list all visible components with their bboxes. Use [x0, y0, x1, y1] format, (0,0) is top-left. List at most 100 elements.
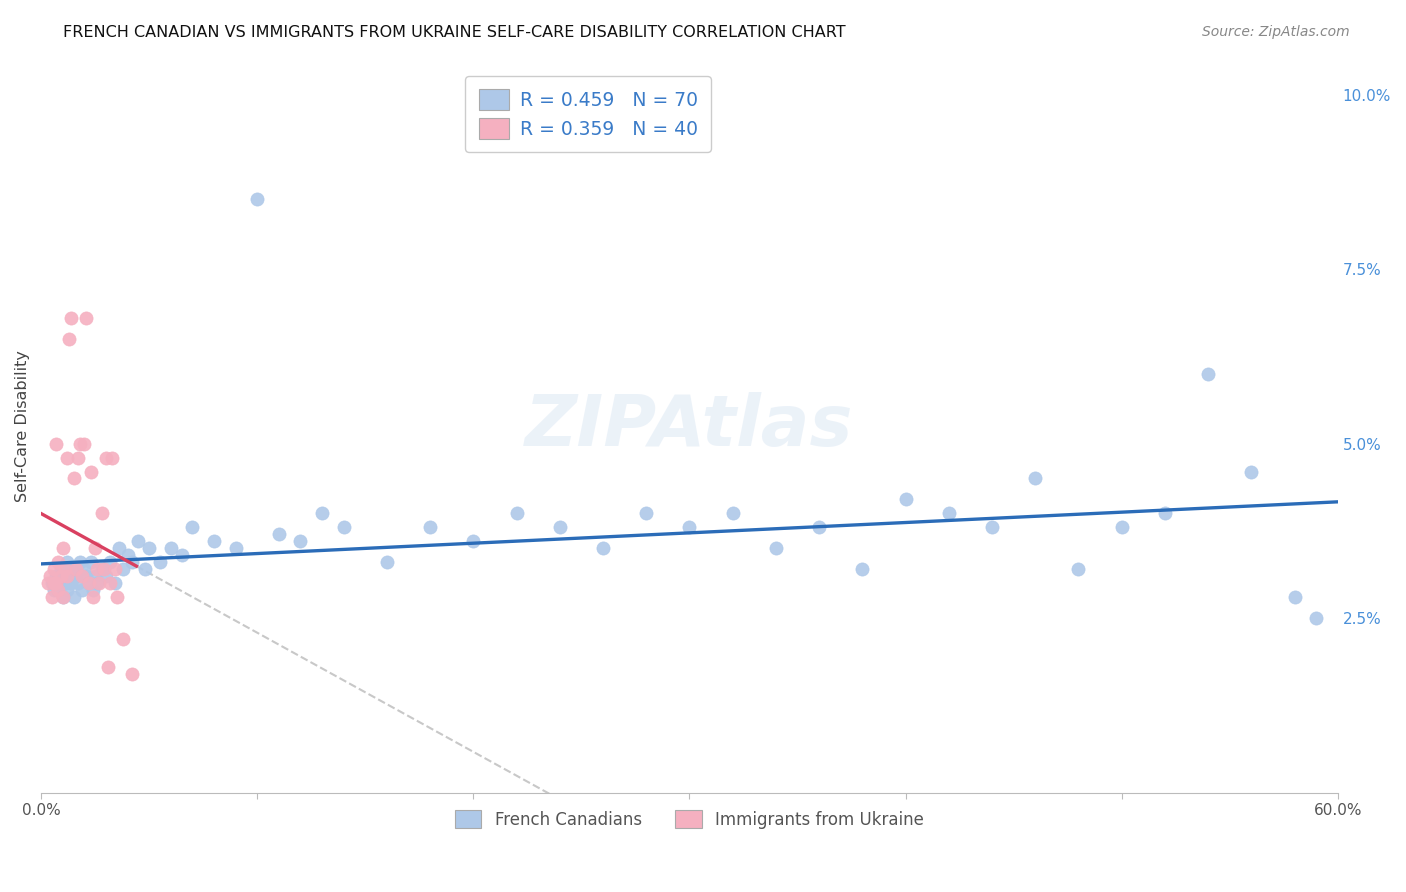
Text: Source: ZipAtlas.com: Source: ZipAtlas.com — [1202, 25, 1350, 39]
Point — [121, 667, 143, 681]
Point — [375, 555, 398, 569]
Point — [41, 590, 63, 604]
Point — [103, 576, 125, 591]
Point — [138, 541, 160, 556]
Point — [84, 569, 107, 583]
Point — [69, 436, 91, 450]
Point — [311, 507, 333, 521]
Point — [70, 583, 93, 598]
Point — [1240, 465, 1263, 479]
Point — [62, 590, 84, 604]
Point — [38, 569, 60, 583]
Point — [94, 569, 117, 583]
Point — [56, 555, 79, 569]
Point — [52, 569, 75, 583]
Point — [49, 569, 72, 583]
Point — [89, 576, 111, 591]
Point — [80, 555, 103, 569]
Point — [419, 520, 441, 534]
Point — [246, 192, 269, 206]
Point — [42, 576, 65, 591]
Point — [56, 569, 79, 583]
Point — [62, 562, 84, 576]
Point — [105, 590, 128, 604]
Point — [76, 310, 98, 325]
Point — [70, 569, 93, 583]
Point — [505, 507, 527, 521]
Point — [678, 520, 700, 534]
Point — [90, 562, 112, 576]
Point — [97, 660, 120, 674]
Point — [60, 576, 83, 591]
Point — [48, 583, 70, 598]
Point — [1154, 507, 1177, 521]
Point — [65, 562, 87, 576]
Point — [52, 590, 75, 604]
Point — [1024, 471, 1046, 485]
Point — [86, 562, 108, 576]
Point — [82, 590, 104, 604]
Point — [48, 576, 70, 591]
Point — [170, 549, 193, 563]
Y-axis label: Self-Care Disability: Self-Care Disability — [15, 351, 30, 502]
Point — [202, 534, 225, 549]
Point — [149, 555, 172, 569]
Point — [938, 507, 960, 521]
Point — [53, 576, 76, 591]
Point — [134, 562, 156, 576]
Point — [56, 450, 79, 465]
Point — [636, 507, 658, 521]
Point — [103, 562, 125, 576]
Point — [121, 555, 143, 569]
Point — [93, 562, 115, 576]
Point — [66, 576, 89, 591]
Point — [86, 576, 108, 591]
Point — [98, 555, 121, 569]
Point — [225, 541, 247, 556]
Point — [851, 562, 873, 576]
Point — [112, 632, 135, 646]
Point — [77, 576, 100, 591]
Point — [267, 527, 290, 541]
Point — [463, 534, 485, 549]
Point — [94, 450, 117, 465]
Point — [981, 520, 1004, 534]
Point — [41, 576, 63, 591]
Point — [101, 450, 124, 465]
Point — [66, 450, 89, 465]
Point — [76, 569, 98, 583]
Point — [765, 541, 787, 556]
Point — [332, 520, 354, 534]
Point — [62, 471, 84, 485]
Point — [37, 576, 59, 591]
Point — [1067, 562, 1090, 576]
Point — [73, 436, 96, 450]
Point — [84, 541, 107, 556]
Point — [808, 520, 831, 534]
Text: ZIPAtlas: ZIPAtlas — [526, 392, 853, 460]
Point — [45, 436, 67, 450]
Point — [73, 562, 96, 576]
Point — [159, 541, 181, 556]
Point — [48, 555, 70, 569]
Point — [1305, 611, 1327, 625]
Point — [42, 562, 65, 576]
Point — [1197, 367, 1219, 381]
Point — [1111, 520, 1133, 534]
Point — [548, 520, 571, 534]
Point — [82, 583, 104, 598]
Point — [45, 576, 67, 591]
Point — [80, 465, 103, 479]
Point — [117, 549, 139, 563]
Point — [181, 520, 204, 534]
Point — [49, 562, 72, 576]
Point — [592, 541, 614, 556]
Point — [42, 583, 65, 598]
Point — [77, 576, 100, 591]
Point — [108, 541, 131, 556]
Point — [58, 569, 80, 583]
Point — [127, 534, 149, 549]
Text: FRENCH CANADIAN VS IMMIGRANTS FROM UKRAINE SELF-CARE DISABILITY CORRELATION CHAR: FRENCH CANADIAN VS IMMIGRANTS FROM UKRAI… — [63, 25, 846, 40]
Point — [52, 541, 75, 556]
Point — [65, 569, 87, 583]
